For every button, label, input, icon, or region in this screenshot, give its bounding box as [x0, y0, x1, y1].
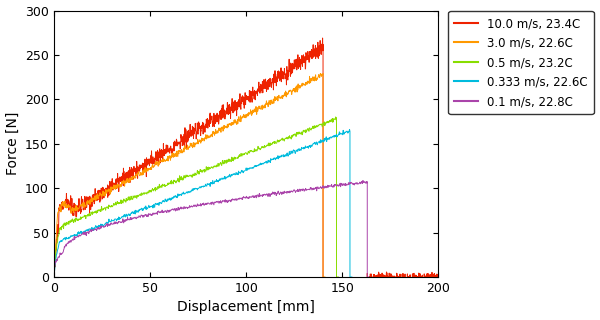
0.333 m/s, 22.6C [346, 128, 353, 132]
0.5 m/s, 23.2C [50, 275, 58, 279]
0.5 m/s, 23.2C [182, 176, 189, 180]
10.0 m/s, 23.4C [391, 280, 398, 284]
3.0 m/s, 22.6C [232, 119, 239, 123]
0.5 m/s, 23.2C [248, 149, 256, 153]
3.0 m/s, 22.6C [115, 182, 122, 186]
0.1 m/s, 22.8C [214, 200, 221, 204]
0.1 m/s, 22.8C [50, 275, 58, 279]
X-axis label: Displacement [mm]: Displacement [mm] [177, 300, 315, 315]
0.1 m/s, 22.8C [125, 218, 133, 222]
3.0 m/s, 22.6C [50, 274, 58, 277]
0.333 m/s, 22.6C [258, 162, 265, 166]
Line: 10.0 m/s, 23.4C: 10.0 m/s, 23.4C [54, 38, 439, 287]
0.5 m/s, 23.2C [154, 187, 161, 190]
10.0 m/s, 23.4C [75, 205, 82, 209]
3.0 m/s, 22.6C [219, 125, 226, 129]
10.0 m/s, 23.4C [51, 268, 58, 271]
Legend: 10.0 m/s, 23.4C, 3.0 m/s, 22.6C, 0.5 m/s, 23.2C, 0.333 m/s, 22.6C, 0.1 m/s, 22.8: 10.0 m/s, 23.4C, 3.0 m/s, 22.6C, 0.5 m/s… [448, 11, 593, 114]
0.1 m/s, 22.8C [95, 227, 102, 231]
0.5 m/s, 23.2C [332, 115, 339, 119]
0.333 m/s, 22.6C [188, 189, 196, 193]
10.0 m/s, 23.4C [417, 280, 424, 284]
0.333 m/s, 22.6C [72, 233, 79, 236]
0.1 m/s, 22.8C [94, 227, 101, 230]
3.0 m/s, 22.6C [322, 275, 329, 279]
10.0 m/s, 23.4C [364, 285, 371, 289]
0.333 m/s, 22.6C [333, 132, 340, 136]
0.1 m/s, 22.8C [359, 179, 367, 182]
Line: 0.5 m/s, 23.2C: 0.5 m/s, 23.2C [54, 117, 338, 277]
0.5 m/s, 23.2C [115, 201, 122, 205]
0.333 m/s, 22.6C [158, 200, 166, 204]
Line: 3.0 m/s, 22.6C: 3.0 m/s, 22.6C [54, 74, 325, 277]
0.5 m/s, 23.2C [71, 217, 79, 221]
0.1 m/s, 22.8C [262, 193, 269, 197]
3.0 m/s, 22.6C [319, 275, 326, 279]
10.0 m/s, 23.4C [319, 36, 326, 40]
0.5 m/s, 23.2C [320, 123, 327, 126]
10.0 m/s, 23.4C [435, 276, 442, 279]
10.0 m/s, 23.4C [50, 270, 58, 274]
Line: 0.1 m/s, 22.8C: 0.1 m/s, 22.8C [54, 180, 369, 277]
3.0 m/s, 22.6C [191, 141, 198, 145]
0.333 m/s, 22.6C [118, 216, 125, 220]
3.0 m/s, 22.6C [319, 72, 326, 76]
3.0 m/s, 22.6C [88, 199, 95, 203]
10.0 m/s, 23.4C [288, 65, 295, 68]
0.333 m/s, 22.6C [50, 275, 58, 279]
0.1 m/s, 22.8C [365, 275, 373, 279]
Line: 0.333 m/s, 22.6C: 0.333 m/s, 22.6C [54, 130, 352, 277]
0.333 m/s, 22.6C [348, 275, 355, 279]
3.0 m/s, 22.6C [88, 196, 95, 200]
Y-axis label: Force [N]: Force [N] [5, 112, 20, 175]
10.0 m/s, 23.4C [237, 108, 244, 111]
0.1 m/s, 22.8C [247, 195, 254, 199]
0.5 m/s, 23.2C [335, 275, 342, 279]
